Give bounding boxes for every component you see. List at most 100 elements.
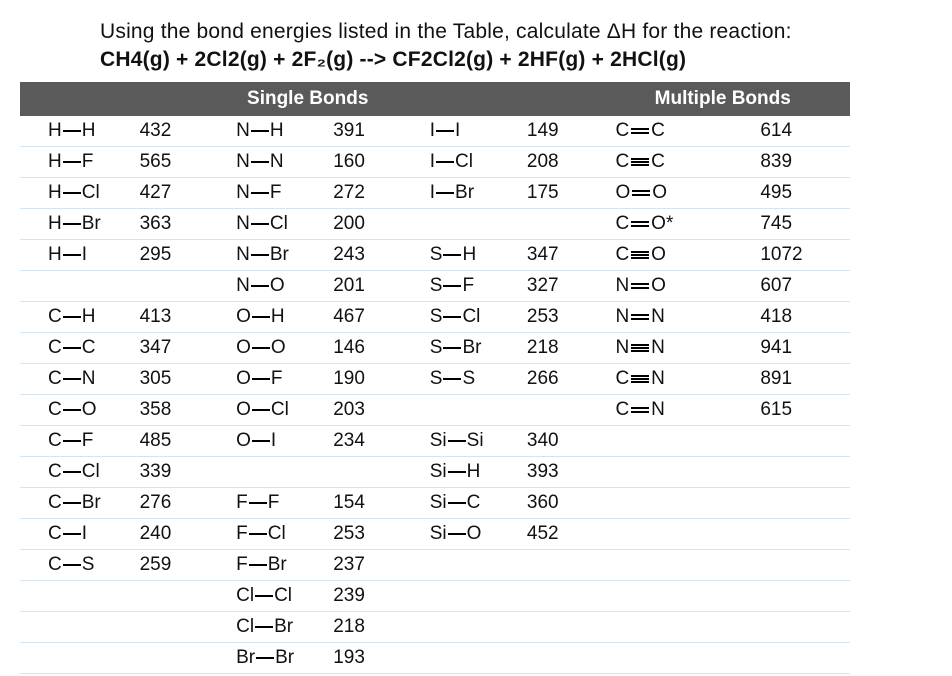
single-bonds-header: Single Bonds: [20, 82, 595, 116]
bond-cell: CS: [20, 550, 120, 581]
bond-cell: CC: [20, 333, 120, 364]
bond-cell: NO: [208, 271, 313, 302]
value-cell: 305: [120, 364, 209, 395]
value-cell: [507, 550, 596, 581]
value-cell: 839: [750, 147, 850, 178]
bond-cell: FCl: [208, 519, 313, 550]
bond-cell: [595, 426, 750, 457]
table-row: CI240FCl253SiO452: [20, 519, 850, 550]
bond-cell: CN: [20, 364, 120, 395]
bond-cell: HBr: [20, 209, 120, 240]
value-cell: 218: [507, 333, 596, 364]
table-row: NO201SF327NO607: [20, 271, 850, 302]
value-cell: 347: [507, 240, 596, 271]
value-cell: 295: [120, 240, 209, 271]
bond-cell: BrBr: [208, 643, 313, 674]
value-cell: 175: [507, 178, 596, 209]
bond-cell: IBr: [402, 178, 507, 209]
value-cell: 243: [313, 240, 402, 271]
bond-cell: CH: [20, 302, 120, 333]
bond-cell: OH: [208, 302, 313, 333]
bond-cell: OI: [208, 426, 313, 457]
value-cell: 340: [507, 426, 596, 457]
value-cell: 266: [507, 364, 596, 395]
bond-energy-table: Single Bonds Multiple Bonds HH432NH391II…: [20, 82, 850, 674]
value-cell: 891: [750, 364, 850, 395]
bond-cell: NN: [208, 147, 313, 178]
value-cell: [120, 271, 209, 302]
value-cell: 418: [750, 302, 850, 333]
value-cell: 203: [313, 395, 402, 426]
value-cell: 234: [313, 426, 402, 457]
value-cell: [120, 643, 209, 674]
bond-cell: ICl: [402, 147, 507, 178]
value-cell: [507, 209, 596, 240]
value-cell: 239: [313, 581, 402, 612]
bond-cell: ClBr: [208, 612, 313, 643]
bond-cell: [595, 488, 750, 519]
value-cell: 485: [120, 426, 209, 457]
value-cell: [750, 612, 850, 643]
bond-cell: SiH: [402, 457, 507, 488]
value-cell: 941: [750, 333, 850, 364]
bond-cell: CC: [595, 116, 750, 147]
bond-cell: [595, 643, 750, 674]
value-cell: 327: [507, 271, 596, 302]
table-row: CF485OI234SiSi340: [20, 426, 850, 457]
bond-cell: [402, 612, 507, 643]
value-cell: 427: [120, 178, 209, 209]
table-row: CN305OF190SS266CN891: [20, 364, 850, 395]
value-cell: [750, 581, 850, 612]
table-row: CO358OCl203CN615: [20, 395, 850, 426]
bond-cell: II: [402, 116, 507, 147]
value-cell: [507, 612, 596, 643]
value-cell: [750, 519, 850, 550]
bond-cell: NBr: [208, 240, 313, 271]
value-cell: 154: [313, 488, 402, 519]
bond-cell: NN: [595, 302, 750, 333]
value-cell: 413: [120, 302, 209, 333]
value-cell: 393: [507, 457, 596, 488]
bond-cell: [595, 457, 750, 488]
table-row: ClBr218: [20, 612, 850, 643]
value-cell: 190: [313, 364, 402, 395]
bond-cell: CF: [20, 426, 120, 457]
multiple-bonds-header: Multiple Bonds: [595, 82, 850, 116]
value-cell: 193: [313, 643, 402, 674]
value-cell: 276: [120, 488, 209, 519]
value-cell: 565: [120, 147, 209, 178]
bond-cell: SiO: [402, 519, 507, 550]
bond-cell: [402, 395, 507, 426]
bond-cell: CO: [20, 395, 120, 426]
table-row: HCl427NF272IBr175OO495: [20, 178, 850, 209]
value-cell: 160: [313, 147, 402, 178]
value-cell: 615: [750, 395, 850, 426]
bond-cell: FF: [208, 488, 313, 519]
value-cell: 363: [120, 209, 209, 240]
bond-cell: [402, 209, 507, 240]
table-row: CC347OO146SBr218NN941: [20, 333, 850, 364]
value-cell: 745: [750, 209, 850, 240]
bond-cell: NF: [208, 178, 313, 209]
value-cell: 432: [120, 116, 209, 147]
bond-cell: NCl: [208, 209, 313, 240]
bond-cell: HF: [20, 147, 120, 178]
value-cell: 218: [313, 612, 402, 643]
value-cell: 347: [120, 333, 209, 364]
bond-cell: SF: [402, 271, 507, 302]
bond-cell: HCl: [20, 178, 120, 209]
bond-cell: [208, 457, 313, 488]
value-cell: 614: [750, 116, 850, 147]
table-row: CH413OH467SCl253NN418: [20, 302, 850, 333]
bond-cell: CO*: [595, 209, 750, 240]
bond-cell: CN: [595, 395, 750, 426]
table-row: HI295NBr243SH347CO1072: [20, 240, 850, 271]
bond-cell: [20, 643, 120, 674]
value-cell: 272: [313, 178, 402, 209]
value-cell: 253: [507, 302, 596, 333]
bond-cell: [20, 581, 120, 612]
bond-cell: SS: [402, 364, 507, 395]
bond-cell: [595, 581, 750, 612]
value-cell: 201: [313, 271, 402, 302]
value-cell: 339: [120, 457, 209, 488]
